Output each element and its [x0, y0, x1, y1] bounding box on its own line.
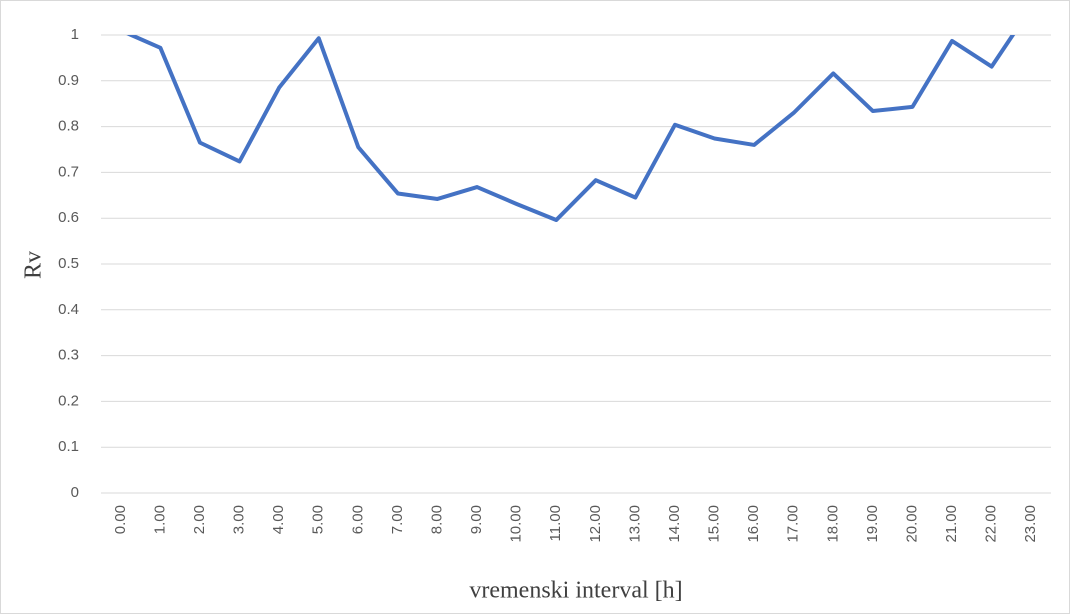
y-axis-title: Rv — [21, 251, 47, 279]
x-tick-label: 16.00 — [745, 505, 762, 543]
x-tick-label: 4.00 — [270, 505, 287, 534]
y-tick-label: 0 — [71, 484, 79, 501]
x-tick-label: 2.00 — [191, 505, 208, 534]
y-tick-label: 0.5 — [58, 255, 79, 272]
x-tick-label: 5.00 — [310, 505, 327, 534]
y-tick-label: 0.3 — [58, 347, 79, 364]
x-tick-label: 1.00 — [151, 505, 168, 534]
x-tick-label: 7.00 — [389, 505, 406, 534]
x-tick-label: 21.00 — [943, 505, 960, 543]
x-tick-label: 11.00 — [547, 505, 564, 541]
x-tick-label: 23.00 — [1022, 505, 1039, 543]
x-axis-title: vremenski interval [h] — [469, 578, 682, 604]
y-tick-label: 0.1 — [58, 438, 79, 455]
x-tick-label: 12.00 — [587, 505, 604, 543]
x-tick-label: 0.00 — [112, 505, 129, 534]
y-tick-label: 0.7 — [58, 163, 79, 180]
x-tick-label: 14.00 — [666, 505, 683, 543]
y-tick-label: 0.4 — [58, 301, 79, 318]
y-tick-label: 0.6 — [58, 209, 79, 226]
x-tick-label: 22.00 — [983, 505, 1000, 543]
y-tick-label: 0.2 — [58, 392, 79, 409]
x-tick-label: 3.00 — [231, 505, 248, 534]
x-tick-label: 20.00 — [903, 505, 920, 543]
x-tick-label: 13.00 — [626, 505, 643, 543]
x-tick-label: 17.00 — [785, 505, 802, 543]
x-tick-label: 6.00 — [349, 505, 366, 534]
x-tick-label: 8.00 — [428, 505, 445, 534]
y-tick-label: 0.9 — [58, 72, 79, 89]
x-tick-label: 10.00 — [508, 505, 525, 543]
y-tick-label: 0.8 — [58, 118, 79, 135]
x-tick-label: 9.00 — [468, 505, 485, 534]
line-series — [126, 35, 1016, 223]
x-tick-label: 19.00 — [864, 505, 881, 543]
y-tick-label: 1 — [71, 26, 79, 43]
x-tick-label: 18.00 — [824, 505, 841, 543]
x-tick-label: 15.00 — [706, 505, 723, 543]
